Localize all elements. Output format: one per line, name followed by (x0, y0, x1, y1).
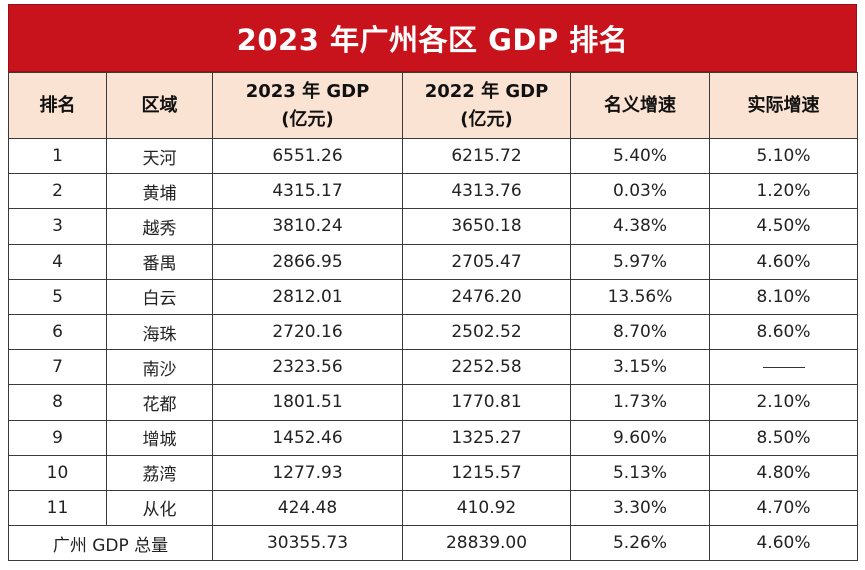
table-row: 6 海珠 2720.16 2502.52 8.70% 8.60% (8, 313, 858, 351)
cell-gdp-2023: 3810.24 (212, 208, 403, 245)
table-row: 11 从化 424.48 410.92 3.30% 4.70% (8, 489, 858, 527)
cell-rank: 1 (8, 137, 107, 175)
cell-rank: 7 (8, 349, 107, 386)
header-row: 排名 区域 2023 年 GDP (亿元) 2022 年 GDP (亿元) 名义… (8, 72, 858, 139)
header-gdp-2023-line1: 2023 年 GDP (245, 80, 370, 102)
cell-gdp-2023: 424.48 (212, 489, 403, 527)
cell-district: 海珠 (106, 313, 213, 351)
total-label: 广州 GDP 总量 (8, 525, 213, 562)
cell-rank: 5 (8, 278, 107, 315)
cell-district: 荔湾 (106, 454, 213, 491)
cell-gdp-2022: 3650.18 (402, 208, 571, 245)
cell-gdp-2022: 2476.20 (402, 278, 571, 315)
cell-gdp-2022: 4313.76 (402, 173, 571, 210)
cell-gdp-2023: 1801.51 (212, 384, 403, 421)
table-row: 4 番禺 2866.95 2705.47 5.97% 4.60% (8, 243, 858, 280)
dash-line (762, 366, 805, 368)
table-row: 10 荔湾 1277.93 1215.57 5.13% 4.80% (8, 454, 858, 491)
cell-nominal-growth: 9.60% (570, 419, 710, 456)
cell-nominal-growth: 5.97% (570, 243, 710, 280)
cell-rank: 11 (8, 489, 107, 527)
cell-district: 番禺 (106, 243, 213, 280)
cell-gdp-2022: 2252.58 (402, 349, 571, 386)
cell-rank: 3 (8, 208, 107, 245)
gdp-ranking-document: 2023 年广州各区 GDP 排名 排名 区域 2023 年 GDP (亿元) … (8, 4, 858, 562)
cell-gdp-2023: 2812.01 (212, 278, 403, 315)
cell-rank: 8 (8, 384, 107, 421)
cell-nominal-growth: 4.38% (570, 208, 710, 245)
total-gdp-2023: 30355.73 (212, 525, 403, 562)
cell-district: 花都 (106, 384, 213, 421)
cell-nominal-growth: 0.03% (570, 173, 710, 210)
cell-real-growth: 1.20% (709, 173, 858, 210)
header-district: 区域 (106, 72, 213, 139)
cell-rank: 2 (8, 173, 107, 210)
cell-rank: 4 (8, 243, 107, 280)
gdp-table: 排名 区域 2023 年 GDP (亿元) 2022 年 GDP (亿元) 名义… (8, 72, 858, 562)
cell-nominal-growth: 5.40% (570, 137, 710, 175)
cell-gdp-2023: 6551.26 (212, 137, 403, 175)
cell-gdp-2023: 2866.95 (212, 243, 403, 280)
total-real-growth: 4.60% (709, 525, 858, 562)
cell-gdp-2022: 6215.72 (402, 137, 571, 175)
cell-gdp-2022: 1325.27 (402, 419, 571, 456)
cell-real-growth: 5.10% (709, 137, 858, 175)
table-row: 5 白云 2812.01 2476.20 13.56% 8.10% (8, 278, 858, 315)
table-row: 8 花都 1801.51 1770.81 1.73% 2.10% (8, 384, 858, 421)
header-gdp-2023: 2023 年 GDP (亿元) (212, 72, 403, 139)
cell-district: 从化 (106, 489, 213, 527)
cell-gdp-2022: 410.92 (402, 489, 571, 527)
cell-real-growth: 8.50% (709, 419, 858, 456)
total-gdp-2022: 28839.00 (402, 525, 571, 562)
cell-nominal-growth: 8.70% (570, 313, 710, 351)
table-row: 2 黄埔 4315.17 4313.76 0.03% 1.20% (8, 173, 858, 210)
cell-nominal-growth: 3.15% (570, 349, 710, 386)
header-gdp-2022: 2022 年 GDP (亿元) (402, 72, 571, 139)
table-row: 9 增城 1452.46 1325.27 9.60% 8.50% (8, 419, 858, 456)
cell-rank: 6 (8, 313, 107, 351)
cell-rank: 9 (8, 419, 107, 456)
cell-real-growth: 4.70% (709, 489, 858, 527)
cell-rank: 10 (8, 454, 107, 491)
cell-nominal-growth: 1.73% (570, 384, 710, 421)
total-nominal-growth: 5.26% (570, 525, 710, 562)
cell-district: 黄埔 (106, 173, 213, 210)
cell-gdp-2023: 1277.93 (212, 454, 403, 491)
cell-district: 南沙 (106, 349, 213, 386)
cell-real-growth: 8.60% (709, 313, 858, 351)
header-rank: 排名 (8, 72, 107, 139)
cell-gdp-2022: 2705.47 (402, 243, 571, 280)
header-real-growth: 实际增速 (709, 72, 858, 139)
cell-real-growth: 4.60% (709, 243, 858, 280)
total-row: 广州 GDP 总量 30355.73 28839.00 5.26% 4.60% (8, 525, 858, 562)
cell-gdp-2023: 2323.56 (212, 349, 403, 386)
cell-district: 白云 (106, 278, 213, 315)
cell-real-growth: 4.50% (709, 208, 858, 245)
header-gdp-2022-line1: 2022 年 GDP (424, 80, 549, 102)
header-gdp-2022-line2: (亿元) (460, 108, 513, 130)
table-row: 3 越秀 3810.24 3650.18 4.38% 4.50% (8, 208, 858, 245)
cell-district: 增城 (106, 419, 213, 456)
cell-district: 天河 (106, 137, 213, 175)
table-row: 7 南沙 2323.56 2252.58 3.15% (8, 349, 858, 386)
cell-gdp-2023: 2720.16 (212, 313, 403, 351)
cell-real-growth-empty (709, 349, 858, 386)
cell-gdp-2023: 1452.46 (212, 419, 403, 456)
cell-real-growth: 4.80% (709, 454, 858, 491)
cell-nominal-growth: 3.30% (570, 489, 710, 527)
cell-gdp-2022: 1215.57 (402, 454, 571, 491)
cell-nominal-growth: 13.56% (570, 278, 710, 315)
cell-real-growth: 2.10% (709, 384, 858, 421)
header-nominal-growth: 名义增速 (570, 72, 710, 139)
cell-real-growth: 8.10% (709, 278, 858, 315)
cell-district: 越秀 (106, 208, 213, 245)
table-row: 1 天河 6551.26 6215.72 5.40% 5.10% (8, 137, 858, 175)
table-title: 2023 年广州各区 GDP 排名 (8, 4, 857, 72)
cell-nominal-growth: 5.13% (570, 454, 710, 491)
cell-gdp-2022: 1770.81 (402, 384, 571, 421)
cell-gdp-2022: 2502.52 (402, 313, 571, 351)
header-gdp-2023-line2: (亿元) (281, 108, 334, 130)
cell-gdp-2023: 4315.17 (212, 173, 403, 210)
